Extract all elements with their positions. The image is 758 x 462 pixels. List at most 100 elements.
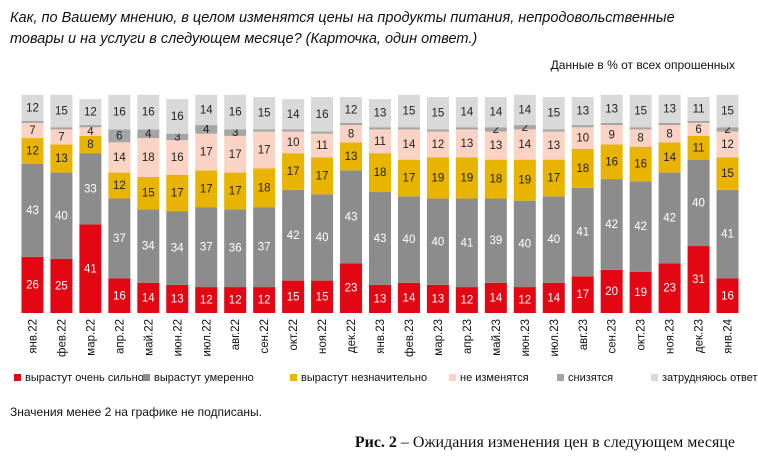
bar-segment: [253, 129, 276, 132]
caption-text: – Ожидания изменения цен в следующем мес…: [397, 434, 735, 451]
value-label: 16: [634, 158, 647, 170]
value-label: 12: [26, 102, 39, 114]
value-label: 14: [200, 104, 213, 116]
value-label: 4: [145, 128, 152, 140]
value-label: 17: [171, 188, 184, 200]
x-tick-label: фев.23: [404, 319, 416, 357]
bar-segment: [137, 176, 160, 210]
bar-segment: [50, 259, 73, 313]
legend-marker: [651, 374, 658, 381]
bar-segment: [513, 200, 536, 288]
x-tick-label: авг.22: [230, 319, 242, 350]
value-label: 12: [229, 295, 242, 307]
bar-segment: [716, 127, 739, 132]
value-label: 14: [489, 292, 502, 304]
value-label: 11: [693, 103, 705, 115]
value-label: 18: [258, 182, 271, 194]
value-label: 31: [692, 274, 705, 286]
bar-segment: [108, 94, 131, 130]
value-label: 15: [547, 108, 560, 120]
value-label: 14: [663, 152, 676, 164]
bar-segment: [108, 129, 131, 143]
value-label: 12: [113, 180, 126, 192]
value-label: 43: [374, 233, 387, 245]
bar-segment: [340, 125, 363, 143]
bar-segment: [195, 170, 218, 208]
value-label: 16: [171, 111, 184, 123]
bar-segment: [600, 122, 623, 126]
x-tick-label: июн.22: [172, 319, 184, 356]
bar-segment: [513, 287, 536, 313]
bar-segment: [687, 159, 710, 247]
value-label: 16: [113, 290, 126, 302]
bar-segment: [108, 198, 131, 279]
legend-label: вырастут очень сильно: [25, 372, 144, 384]
value-label: 13: [605, 103, 618, 115]
value-label: 14: [403, 292, 416, 304]
bar-segment: [397, 159, 420, 197]
bar-segment: [253, 287, 276, 313]
value-label: 8: [666, 128, 672, 140]
value-label: 10: [287, 137, 300, 149]
caption-label: Рис. 2: [355, 434, 397, 451]
chart-title: товары и на услуги в следующем месяце? (…: [10, 31, 477, 47]
value-label: 17: [576, 289, 589, 301]
value-label: 34: [142, 241, 155, 253]
legend-label: затрудняюсь ответить: [662, 372, 758, 384]
bar-segment: [166, 174, 189, 212]
bar-segment: [340, 170, 363, 264]
bar-segment: [426, 157, 449, 199]
bar-segment: [369, 192, 391, 285]
x-tick-label: фев.22: [56, 319, 68, 357]
bar-segment: [108, 172, 131, 199]
bar-segment: [224, 94, 247, 130]
x-tick-label: сен.22: [259, 319, 271, 353]
bar-segment: [658, 125, 681, 143]
bar-segment: [629, 271, 652, 313]
bar-segment: [21, 138, 44, 164]
value-label: 15: [142, 188, 155, 200]
bar-segment: [687, 120, 710, 123]
bar-segment: [716, 131, 739, 158]
value-label: 41: [460, 237, 473, 249]
value-label: 12: [84, 107, 97, 119]
bar-segment: [282, 129, 305, 132]
x-tick-label: ноя.23: [665, 319, 677, 354]
value-label: 14: [489, 107, 502, 119]
x-tick-label: июн.23: [520, 319, 532, 356]
value-label: 15: [258, 108, 271, 120]
x-tick-label: апр.22: [114, 319, 126, 354]
x-tick-label: янв.22: [28, 319, 40, 354]
bar-segment: [658, 263, 681, 313]
bar-segment: [716, 189, 739, 279]
value-label: 15: [432, 108, 445, 120]
bar-segment: [79, 125, 102, 128]
bar-segment: [108, 278, 131, 313]
bar-segment: [224, 129, 247, 136]
bar-segment: [50, 129, 73, 145]
value-label: 37: [200, 242, 213, 254]
value-label: 16: [605, 156, 618, 168]
bar-segment: [542, 282, 565, 313]
bar-segment: [340, 142, 363, 171]
value-label: 17: [403, 173, 416, 185]
value-label: 13: [489, 140, 502, 152]
value-label: 16: [113, 107, 126, 119]
bar-segment: [629, 129, 652, 147]
bar-segment: [50, 172, 73, 259]
bar-segment: [484, 159, 507, 199]
bar-segment: [658, 122, 681, 126]
value-label: 18: [489, 174, 502, 186]
legend-marker: [290, 374, 297, 381]
legend-marker: [557, 374, 564, 381]
bar-segment: [369, 153, 391, 193]
bar-segment: [397, 94, 420, 128]
bar-segment: [629, 127, 652, 130]
bar-segment: [687, 246, 710, 313]
bar-segment: [600, 269, 623, 313]
value-label: 18: [374, 167, 387, 179]
bar-segment: [542, 129, 565, 132]
value-label: 13: [55, 153, 68, 165]
bar-segment: [311, 133, 334, 158]
x-tick-label: апр.23: [462, 319, 474, 354]
